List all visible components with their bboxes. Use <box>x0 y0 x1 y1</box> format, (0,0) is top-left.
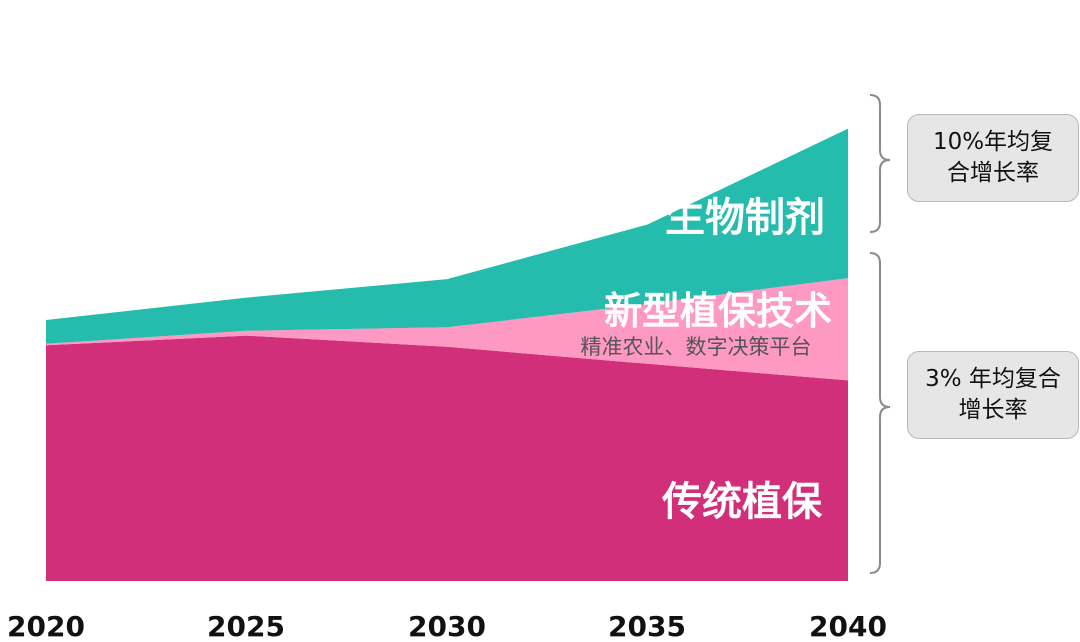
brace-rest <box>869 252 891 574</box>
cagr-badge-bio-text: 10%年均复合增长率 <box>932 129 1054 186</box>
x-tick-label: 2020 <box>7 610 85 642</box>
cagr-badge-bio: 10%年均复合增长率 <box>907 114 1079 202</box>
area-series-1 <box>46 335 848 581</box>
brace-bio <box>869 94 891 233</box>
series-sublabel-new-tech: 精准农业、数字决策平台 <box>581 335 812 359</box>
x-tick-label: 2030 <box>408 610 486 642</box>
area-series-group <box>46 128 848 581</box>
x-tick-label: 2025 <box>207 610 285 642</box>
series-label-bio: 生物制剂 <box>665 195 825 241</box>
x-tick-label: 2035 <box>608 610 686 642</box>
cagr-badge-rest-text: 3% 年均复合增长率 <box>925 366 1061 423</box>
series-label-traditional: 传统植保 <box>661 479 823 525</box>
series-label-new-tech: 新型植保技术 <box>604 289 832 333</box>
area-series-3 <box>46 128 848 344</box>
x-axis-ticks: 2020 2025 2030 2035 2040 <box>7 610 887 642</box>
x-tick-label: 2040 <box>809 610 887 642</box>
area-series-2 <box>46 278 848 381</box>
cagr-badge-rest: 3% 年均复合增长率 <box>907 351 1079 439</box>
